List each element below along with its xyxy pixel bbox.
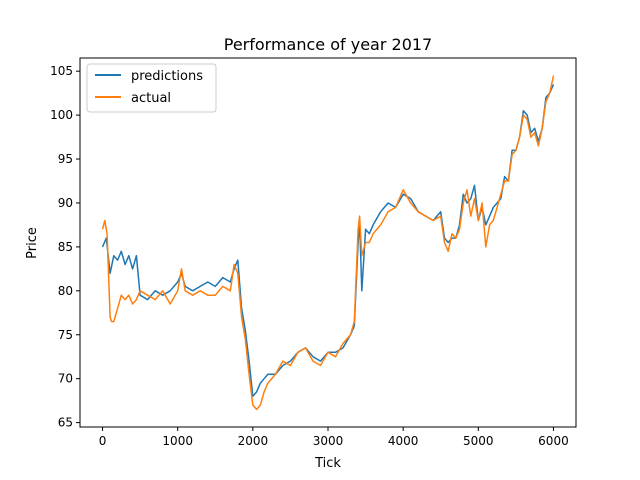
y-axis-label: Price [25,227,40,259]
y-tick-label: 100 [50,108,73,122]
x-axis-label: Tick [314,456,341,471]
chart-title: Performance of year 2017 [224,35,432,54]
x-tick-label: 1000 [162,434,193,448]
y-tick-label: 70 [58,372,73,386]
series-layer [101,75,555,411]
y-tick-label: 75 [58,328,73,342]
y-tick-label: 80 [58,284,73,298]
x-tick-label: 2000 [238,434,269,448]
x-tick-label: 3000 [313,434,344,448]
ticks-layer: 0 1000 2000 3000 4000 5000 6000 65 70 75 80 85 90 95 1… [50,64,569,448]
plot-area [80,58,576,427]
y-tick-label: 65 [58,416,73,430]
y-tick-label: 90 [58,196,73,210]
series-line-predictions [101,84,555,398]
y-tick-label: 95 [58,152,73,166]
y-tick-label: 105 [50,64,73,78]
plot-frame [79,57,577,428]
x-tick-label: 4000 [388,434,419,448]
x-tick-label: 0 [99,434,107,448]
x-tick-label: 5000 [463,434,494,448]
legend-label-actual: actual [131,91,171,106]
series-line-actual [101,75,555,411]
legend: predictions actual [86,63,217,113]
legend-label-predictions: predictions [131,69,203,84]
x-tick-label: 6000 [538,434,569,448]
y-tick-label: 85 [58,240,73,254]
